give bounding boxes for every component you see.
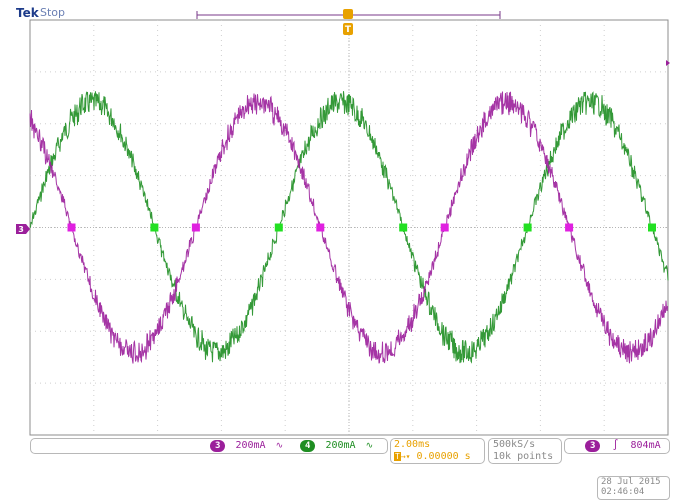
trigger-level: 804mA [630,440,661,451]
ch4-zero-cross-marker [648,223,656,232]
acquisition-readout[interactable] [488,438,562,464]
ch3-zero-cross-marker [191,223,200,232]
ch3-readout[interactable]: 3 200mA ∿ [210,440,283,452]
ch3-zero-cross-marker [316,223,325,232]
ch3-ground-label: 3 [18,225,24,234]
ch4-badge: 4 [300,440,316,452]
acquisition-status: Stop [40,6,66,19]
rising-edge-icon: ∫ [612,440,619,451]
sample-rate: 500kS/s [493,439,536,450]
ch3-scale: 200mA [235,440,266,451]
trigger-source-badge: 3 [585,440,601,452]
channel-readout-panel[interactable] [30,438,388,454]
trigger-delay-readout: T→▾ 0.00000 s [394,451,471,462]
date-display: 28 Jul 2015 [601,477,661,487]
ch3-zero-cross-marker [440,223,449,232]
ch3-badge: 3 [210,440,226,452]
ch3-waveform [29,91,669,364]
ch3-zero-cross-marker [67,223,76,232]
bw-limit-icon: ∿ [365,441,374,451]
trigger-position-marker[interactable]: T [343,9,353,35]
trigger-level-arrow-icon[interactable] [666,60,670,66]
time-display: 02:46:04 [601,487,645,497]
brand-logo: Tek [16,6,39,20]
ch3-zero-cross-marker [565,223,574,232]
ch4-zero-cross-marker [399,223,408,232]
waveform-traces [29,91,669,364]
timebase-scale: 2.00ms [394,439,431,450]
trigger-delay-icon: T [394,452,401,461]
ch3-ground-marker[interactable]: 3 [16,224,30,234]
ch4-zero-cross-marker [150,223,159,232]
trigger-readout-content: 3 ∫ 804mA [585,440,661,452]
waveform-markers [67,223,656,232]
trigger-delay-value: 0.00000 s [416,451,471,462]
graticule-grid [30,20,668,435]
bw-limit-icon: ∿ [275,441,284,451]
ch4-zero-cross-marker [274,223,283,232]
record-length: 10k points [493,451,554,462]
trigger-position-label: T [345,25,352,35]
timebase-readout[interactable] [390,438,485,464]
ch4-readout[interactable]: 4 200mA ∿ [300,440,373,452]
ch4-scale: 200mA [325,440,356,451]
ch4-zero-cross-marker [523,223,532,232]
ch4-waveform [29,91,669,364]
